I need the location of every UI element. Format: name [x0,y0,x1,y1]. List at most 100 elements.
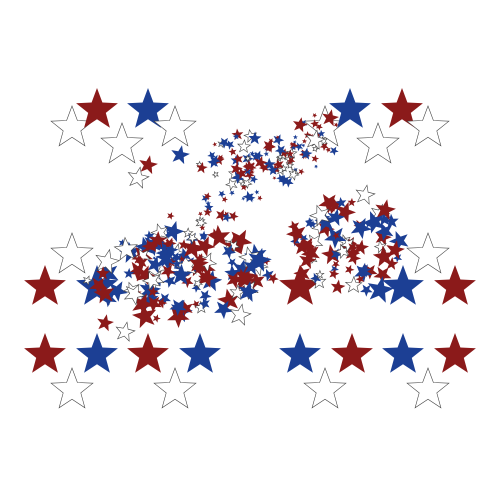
small-star-icon [348,251,362,266]
small-star-icon [319,142,329,151]
small-star-icon [254,150,264,161]
small-star-icon [303,131,312,139]
small-star-icon [181,276,194,289]
small-star-icon [321,244,342,265]
small-star-icon [294,142,304,152]
small-star-icon [315,123,323,131]
small-star-icon [146,238,161,253]
small-star-icon [293,140,297,144]
small-star-icon [392,253,403,263]
small-star-icon [167,306,190,328]
small-star-icon [293,134,298,140]
small-star-icon [95,248,121,275]
small-star-icon [127,261,148,282]
accent-star-icon [229,303,252,326]
large-star-icon [76,88,118,128]
small-star-icon [204,192,212,201]
small-star-icon [325,196,343,214]
small-star-icon [152,256,157,260]
small-star-icon [167,212,175,220]
small-star-icon [214,154,225,165]
accent-star-icon [305,129,326,150]
small-star-icon [355,274,365,284]
small-star-icon [227,240,241,253]
small-star-icon [274,144,287,157]
small-star-icon [169,299,187,316]
small-star-icon [232,153,243,165]
large-star-icon [303,367,347,409]
small-star-icon [165,228,170,232]
small-star-icon [217,288,240,312]
small-star-icon [196,161,208,174]
small-star-icon [299,234,309,243]
small-star-icon [227,166,242,180]
small-star-icon [254,189,260,195]
small-star-icon [181,236,204,259]
small-star-icon [384,213,399,229]
large-star-icon [329,88,371,128]
small-star-icon [301,143,306,148]
small-star-icon [293,264,310,283]
small-star-icon [228,147,237,156]
small-star-icon [147,286,159,298]
large-star-icon [382,333,424,373]
small-star-icon [225,178,238,191]
small-star-icon [362,264,378,280]
small-star-icon [272,158,284,171]
small-star-icon [205,200,211,207]
small-star-icon [189,253,209,274]
small-star-icon [96,266,110,280]
small-star-icon [325,146,331,153]
small-star-icon [286,161,295,170]
small-star-icon [215,209,228,222]
accent-star-icon [139,155,158,175]
large-star-icon [50,367,94,409]
small-star-icon [267,273,279,285]
small-star-icon [311,154,320,163]
small-star-icon [275,135,280,140]
small-star-icon [332,231,340,240]
small-star-icon [227,258,237,268]
large-star-icon [153,367,197,409]
large-star-icon [24,265,66,305]
small-star-icon [329,146,339,156]
small-star-icon [144,296,162,313]
large-star-icon [153,105,197,147]
small-star-icon [173,253,182,263]
small-star-icon [350,217,372,240]
small-star-icon [235,167,248,180]
large-star-icon [382,265,424,305]
small-star-icon [310,119,320,128]
small-star-icon [82,275,93,286]
small-star-icon [330,248,343,261]
small-star-icon [89,277,108,296]
small-star-icon [241,196,246,201]
small-star-icon [315,269,325,279]
small-star-icon [243,166,253,175]
small-star-icon [164,243,179,257]
large-star-icon [406,232,450,274]
small-star-icon [360,284,373,297]
small-star-icon [336,201,356,223]
large-star-icon [381,88,423,128]
small-star-icon [186,232,199,244]
small-star-icon [272,176,277,180]
large-star-icon [279,333,321,373]
small-star-icon [262,139,275,152]
small-star-icon [207,151,216,160]
small-star-icon [178,239,190,250]
small-star-icon [177,247,191,263]
large-star-icon [434,333,476,373]
small-star-icon [301,244,320,264]
small-star-icon [123,283,146,306]
small-star-icon [218,137,230,149]
small-star-icon [261,268,275,282]
small-star-icon [330,279,346,294]
small-star-icon [231,268,253,290]
large-star-icon [76,333,118,373]
small-star-icon [171,258,182,269]
small-star-icon [201,270,223,292]
small-star-icon [362,211,385,234]
small-star-icon [347,242,359,254]
small-star-icon [152,314,161,323]
